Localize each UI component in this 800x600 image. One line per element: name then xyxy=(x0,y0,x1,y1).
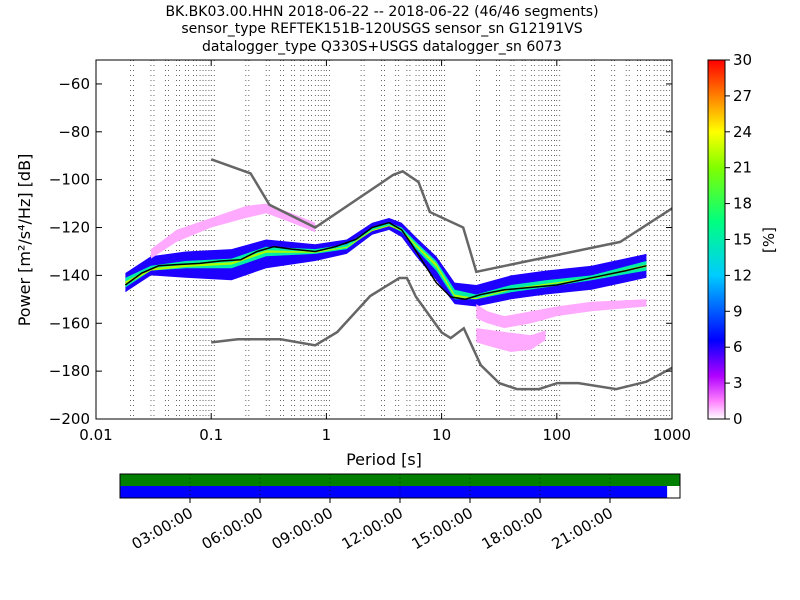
y-tick-label: −180 xyxy=(49,362,90,380)
timeline-tick-label: 21:00:00 xyxy=(549,504,616,553)
title-line-3: datalogger_type Q330S+USGS datalogger_sn… xyxy=(202,39,562,55)
mean-psd xyxy=(124,221,647,301)
colorbar-tick-label: 30 xyxy=(733,51,752,69)
figure-title: BK.BK03.00.HHN 2018-06-22 -- 2018-06-22 … xyxy=(165,4,598,55)
psd-density-band xyxy=(476,299,647,329)
y-tick-label: −200 xyxy=(49,410,90,428)
colorbar-label: [%] xyxy=(760,227,778,253)
colorbar-tick-label: 27 xyxy=(733,87,752,105)
y-tick-label: −140 xyxy=(49,266,90,284)
y-axis-ticks: −200 −180 −160 −140 −120 −100 −80 −60 xyxy=(49,75,672,428)
psd-density-band xyxy=(476,328,546,352)
colorbar-tick-label: 21 xyxy=(733,159,752,177)
colorbar-tick-label: 3 xyxy=(733,374,743,392)
colorbar-tick-label: 18 xyxy=(733,195,752,213)
plot-frame xyxy=(95,59,673,420)
x-axis-label: Period [s] xyxy=(346,450,422,469)
timeline-tick-label: 12:00:00 xyxy=(339,504,406,553)
mean-psd-line xyxy=(124,221,647,301)
timeline-coverage-bar xyxy=(120,486,668,498)
y-tick-label: −120 xyxy=(49,219,90,237)
title-line-2: sensor_type REFTEK151B-120USGS sensor_sn… xyxy=(181,21,582,37)
colorbar-tick-label: 6 xyxy=(733,338,743,356)
y-tick-label: −100 xyxy=(49,171,90,189)
colorbar-tick-label: 9 xyxy=(733,302,743,320)
y-axis-label: Power [m²/s⁴/Hz] [dB] xyxy=(15,154,34,327)
colorbar-tick-label: 24 xyxy=(733,123,752,141)
colorbar-gradient xyxy=(707,59,726,420)
psd-plot: 0.01 0.1 1 10 100 1000 −200 −180 −160 −140 −120 −1… xyxy=(15,59,691,469)
timeline-tick-label: 09:00:00 xyxy=(269,504,336,553)
colorbar-tick-label: 12 xyxy=(733,266,752,284)
timeline-tick-label: 03:00:00 xyxy=(129,504,196,553)
colorbar-tick-label: 0 xyxy=(733,410,743,428)
y-tick-label: −80 xyxy=(58,123,90,141)
colorbar: 0 3 6 9 12 15 18 21 24 27 30 [%] xyxy=(707,51,778,428)
colorbar-ticks: 0 3 6 9 12 15 18 21 24 27 30 xyxy=(725,51,752,428)
timeline-coverage-bar xyxy=(120,474,680,486)
noise-models xyxy=(210,158,672,391)
timeline-tick-label: 18:00:00 xyxy=(479,504,546,553)
y-tick-label: −160 xyxy=(49,314,90,332)
colorbar-tick-label: 15 xyxy=(733,231,752,249)
y-tick-label: −60 xyxy=(58,75,90,93)
psd-density-band xyxy=(151,203,316,259)
title-line-1: BK.BK03.00.HHN 2018-06-22 -- 2018-06-22 … xyxy=(165,4,598,20)
x-tick-label: 100 xyxy=(542,426,571,444)
low-noise-model xyxy=(211,276,672,391)
x-axis-ticks: 0.01 0.1 1 10 100 1000 xyxy=(79,60,691,444)
x-tick-label: 0.1 xyxy=(199,426,223,444)
x-tick-label: 0.01 xyxy=(79,426,112,444)
x-tick-label: 1 xyxy=(322,426,332,444)
x-tick-label: 1000 xyxy=(653,426,691,444)
high-noise-model xyxy=(210,158,672,274)
data-coverage-timeline: 03:00:00 06:00:00 09:00:00 12:00:00 15:00:00… xyxy=(119,473,681,553)
plot-background xyxy=(96,60,672,419)
timeline-tick-label: 06:00:00 xyxy=(199,504,266,553)
timeline-tick-label: 15:00:00 xyxy=(409,504,476,553)
x-tick-label: 10 xyxy=(432,426,451,444)
